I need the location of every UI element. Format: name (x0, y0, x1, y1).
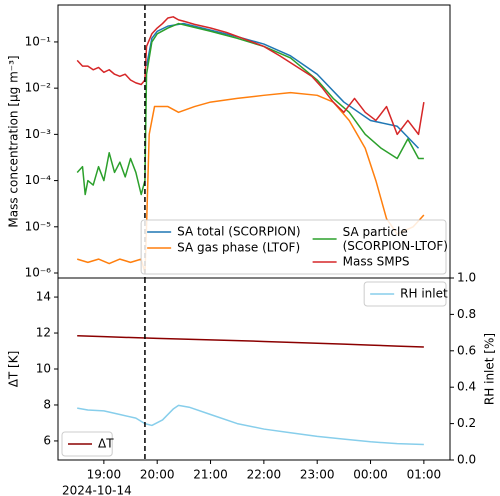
x-tick-label: 23:00 (300, 468, 335, 482)
y2-tick-label: 0.4 (457, 380, 476, 394)
data-line (76, 91, 425, 274)
y-axis-label: ΔT [K] (7, 351, 21, 388)
data-line (145, 22, 420, 149)
y-tick-label: 10⁻² (25, 81, 52, 95)
plot-area (77, 334, 424, 446)
legend-label: Mass SMPS (343, 255, 410, 269)
y2-tick-label: 1.0 (457, 271, 476, 285)
y2-tick-label: 0.6 (457, 343, 476, 357)
legend-label: SA gas phase (LTOF) (177, 241, 300, 255)
legend-label: ΔT (98, 437, 114, 451)
date-label: 2024-10-14 (62, 484, 132, 496)
y-tick-label: 10 (36, 362, 51, 376)
data-line (77, 334, 424, 348)
x-tick-label: 19:00 (87, 468, 122, 482)
y-tick-label: 12 (36, 326, 51, 340)
legend: SA total (SCORPION) SA gas phase (LTOF) SA… (140, 219, 448, 275)
y2-tick-label: 0.8 (457, 307, 476, 321)
x-tick-label: 21:00 (193, 468, 228, 482)
legend-box (363, 281, 447, 307)
legend-label: RH inlet (400, 287, 448, 301)
y-tick-label: 10⁻³ (25, 127, 52, 141)
y-tick-label: 14 (36, 290, 51, 304)
data-line (76, 22, 424, 196)
y-tick-label: 10⁻¹ (25, 34, 52, 48)
legend-box (140, 219, 447, 275)
legend: ΔT (61, 431, 114, 457)
x-tick-label: 22:00 (247, 468, 282, 482)
legend: RH inlet (363, 281, 448, 307)
y-axis-label: Mass concentration [μg m⁻³] (7, 55, 21, 227)
y2-tick-label: 0.2 (457, 416, 476, 430)
y-tick-label: 6 (43, 433, 51, 447)
plot-area (76, 16, 425, 274)
y2-axis-label: RH inlet [%] (483, 333, 497, 405)
x-tick-label: 01:00 (407, 468, 442, 482)
legend-label: SA total (SCORPION) (177, 225, 300, 239)
axes-frame (57, 277, 451, 461)
data-line (77, 404, 424, 446)
x-tick-label: 20:00 (140, 468, 175, 482)
y2-tick-label: 0.0 (457, 453, 476, 467)
y-tick-label: 10⁻⁴ (25, 173, 52, 187)
y-tick-label: 10⁻⁵ (25, 219, 52, 233)
x-tick-label: 00:00 (353, 468, 388, 482)
legend-label: SA particle (SCORPION-LTOF) (343, 225, 448, 253)
y-tick-label: 8 (43, 397, 51, 411)
y-tick-label: 10⁻⁶ (25, 266, 52, 280)
data-line (76, 16, 425, 136)
